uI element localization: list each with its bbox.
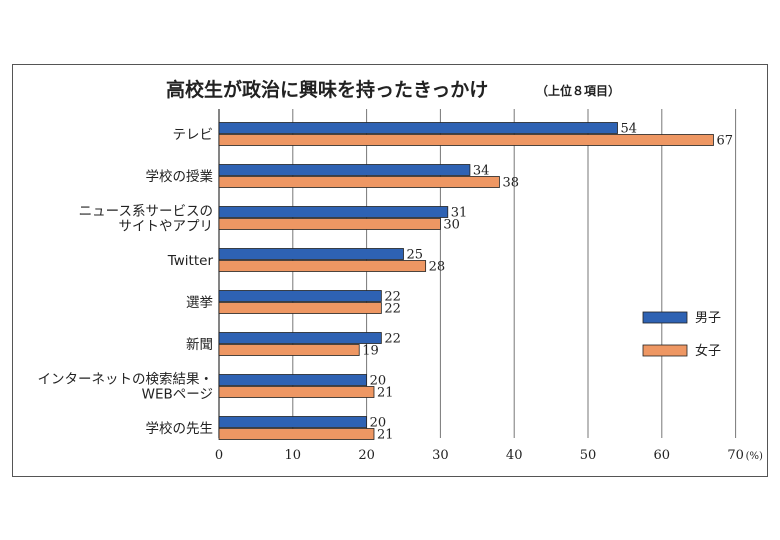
bar-male xyxy=(218,164,471,176)
x-tick-label: 0 xyxy=(215,448,223,463)
category-label: Twitter xyxy=(167,253,214,269)
legend-swatch-male xyxy=(642,311,688,324)
bar-female xyxy=(218,134,714,146)
bar-male xyxy=(218,374,368,386)
bar-female xyxy=(218,428,375,440)
data-label: 54 xyxy=(621,122,638,137)
legend-label-female: 女子 xyxy=(695,343,721,359)
x-tick-label: 40 xyxy=(506,448,523,463)
data-label: 22 xyxy=(384,302,401,317)
bar-male xyxy=(218,290,382,302)
category-label: 新聞 xyxy=(186,337,213,353)
bar-male xyxy=(218,122,618,134)
x-tick-label: 70 xyxy=(727,448,744,463)
data-label: 28 xyxy=(429,260,446,275)
bar-female xyxy=(218,260,427,272)
legend-label-male: 男子 xyxy=(695,311,721,326)
bar-female xyxy=(218,386,375,398)
data-label: 67 xyxy=(716,134,733,149)
category-label: サイトやアプリ xyxy=(119,219,214,235)
data-label: 22 xyxy=(384,290,401,305)
chart-title: 高校生が政治に興味を持ったきっかけ xyxy=(166,78,488,101)
data-label: 31 xyxy=(451,206,468,221)
data-label: 20 xyxy=(370,416,387,431)
category-label: インターネットの検索結果・ xyxy=(38,372,214,388)
data-label: 38 xyxy=(502,176,519,191)
chart-subtitle: （上位８項目） xyxy=(536,83,620,98)
bar-female xyxy=(218,176,500,188)
bar-chart: 高校生が政治に興味を持ったきっかけ （上位８項目） 54673438313025… xyxy=(38,78,764,463)
bar-female xyxy=(218,344,360,356)
data-label: 22 xyxy=(384,332,401,347)
data-label: 20 xyxy=(370,374,387,389)
category-label: 学校の授業 xyxy=(146,168,214,185)
unit-label: (%) xyxy=(746,451,763,462)
bar-male xyxy=(218,332,382,344)
x-tick-label: 50 xyxy=(580,448,597,463)
data-label: 19 xyxy=(362,344,379,359)
category-label: ニュース系サービスの xyxy=(79,204,213,220)
x-tick-label: 60 xyxy=(654,448,671,463)
category-label: WEBページ xyxy=(142,387,213,403)
chart-frame: 高校生が政治に興味を持ったきっかけ （上位８項目） 54 67 34 38 31 30 25… xyxy=(12,64,768,477)
data-label: 30 xyxy=(443,218,460,233)
bar-male xyxy=(218,206,449,218)
category-label: テレビ xyxy=(173,127,214,143)
x-tick-label: 10 xyxy=(285,448,302,463)
x-axis: 0 10 20 30 40 50 60 70 (%) xyxy=(215,448,763,463)
category-label: 選挙 xyxy=(186,295,213,311)
bar-female xyxy=(218,302,382,314)
data-label: 21 xyxy=(377,428,394,443)
category-label: 学校の先生 xyxy=(146,420,214,437)
data-label: 21 xyxy=(377,386,394,401)
bar-male xyxy=(218,248,404,260)
bar-male xyxy=(218,416,368,428)
legend-swatch-female xyxy=(642,344,688,357)
bar-female xyxy=(218,218,441,230)
data-label: 34 xyxy=(473,164,490,179)
data-label: 25 xyxy=(407,248,424,263)
x-tick-label: 20 xyxy=(358,448,375,463)
x-tick-label: 30 xyxy=(432,448,449,463)
